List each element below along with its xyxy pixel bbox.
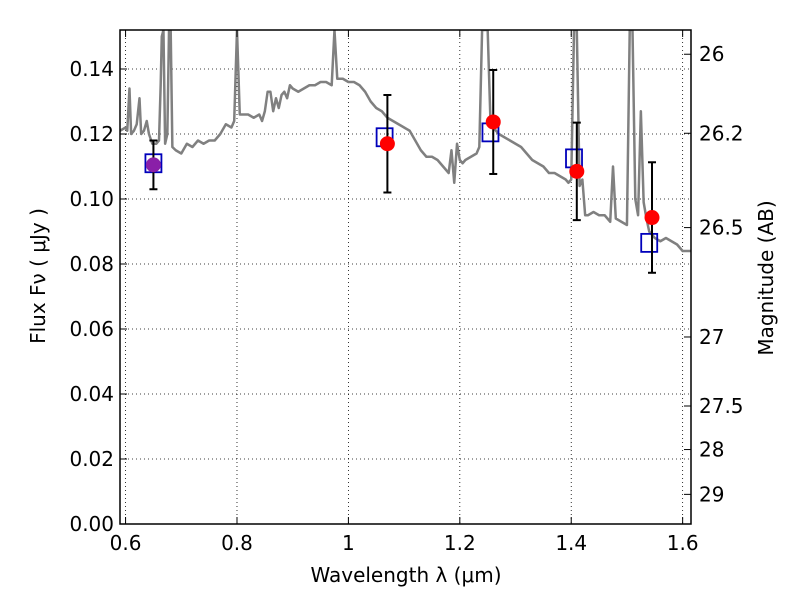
spectrum-line — [120, 30, 691, 253]
y-tick-label: 0.04 — [69, 382, 114, 406]
observed-point — [644, 210, 660, 226]
y2-tick-label: 29 — [699, 482, 724, 506]
y2-tick-label: 27 — [699, 325, 724, 349]
x-tick-label: 1.6 — [667, 531, 699, 555]
y-tick-label: 0.02 — [69, 447, 114, 471]
x-tick-label: 1 — [342, 531, 355, 555]
y-tick-label: 0.12 — [69, 122, 114, 146]
y2-tick-label: 26.2 — [699, 121, 744, 145]
y2-tick-label: 27.5 — [699, 394, 744, 418]
x-tick-label: 1.4 — [555, 531, 587, 555]
plot-frame — [119, 29, 692, 525]
x-tick-label: 1.2 — [444, 531, 476, 555]
y-axis-label: Flux Fν ( μJy ) — [26, 208, 50, 344]
y-tick-label: 0.08 — [69, 252, 114, 276]
spectrum-series — [120, 30, 691, 253]
observed-point — [379, 136, 395, 152]
grid — [120, 30, 691, 525]
y2-tick-label: 26 — [699, 42, 724, 66]
y-tick-label: 0.06 — [69, 317, 114, 341]
y-tick-label: 0.00 — [69, 512, 114, 536]
y-tick-label: 0.14 — [69, 57, 114, 81]
x-tick-label: 0.8 — [221, 531, 253, 555]
model-points-series — [144, 122, 659, 253]
observed-point — [569, 163, 585, 179]
observed-point — [485, 114, 501, 130]
observed-point — [145, 157, 161, 173]
y2-axis-label: Magnitude (AB) — [754, 200, 778, 355]
y-tick-label: 0.10 — [69, 187, 114, 211]
axes: 0.6 0.8 1 1.2 1.4 1.6 0.00 0.02 0.04 0.06 0.08 0.10… — [69, 29, 744, 555]
y2-tick-label: 26.5 — [699, 216, 744, 240]
observed-points-series — [145, 68, 660, 274]
x-tick-label: 0.6 — [110, 531, 142, 555]
y2-tick-label: 28 — [699, 438, 724, 462]
model-square-marker — [640, 232, 659, 253]
x-axis-label: Wavelength λ (μm) — [310, 563, 501, 587]
